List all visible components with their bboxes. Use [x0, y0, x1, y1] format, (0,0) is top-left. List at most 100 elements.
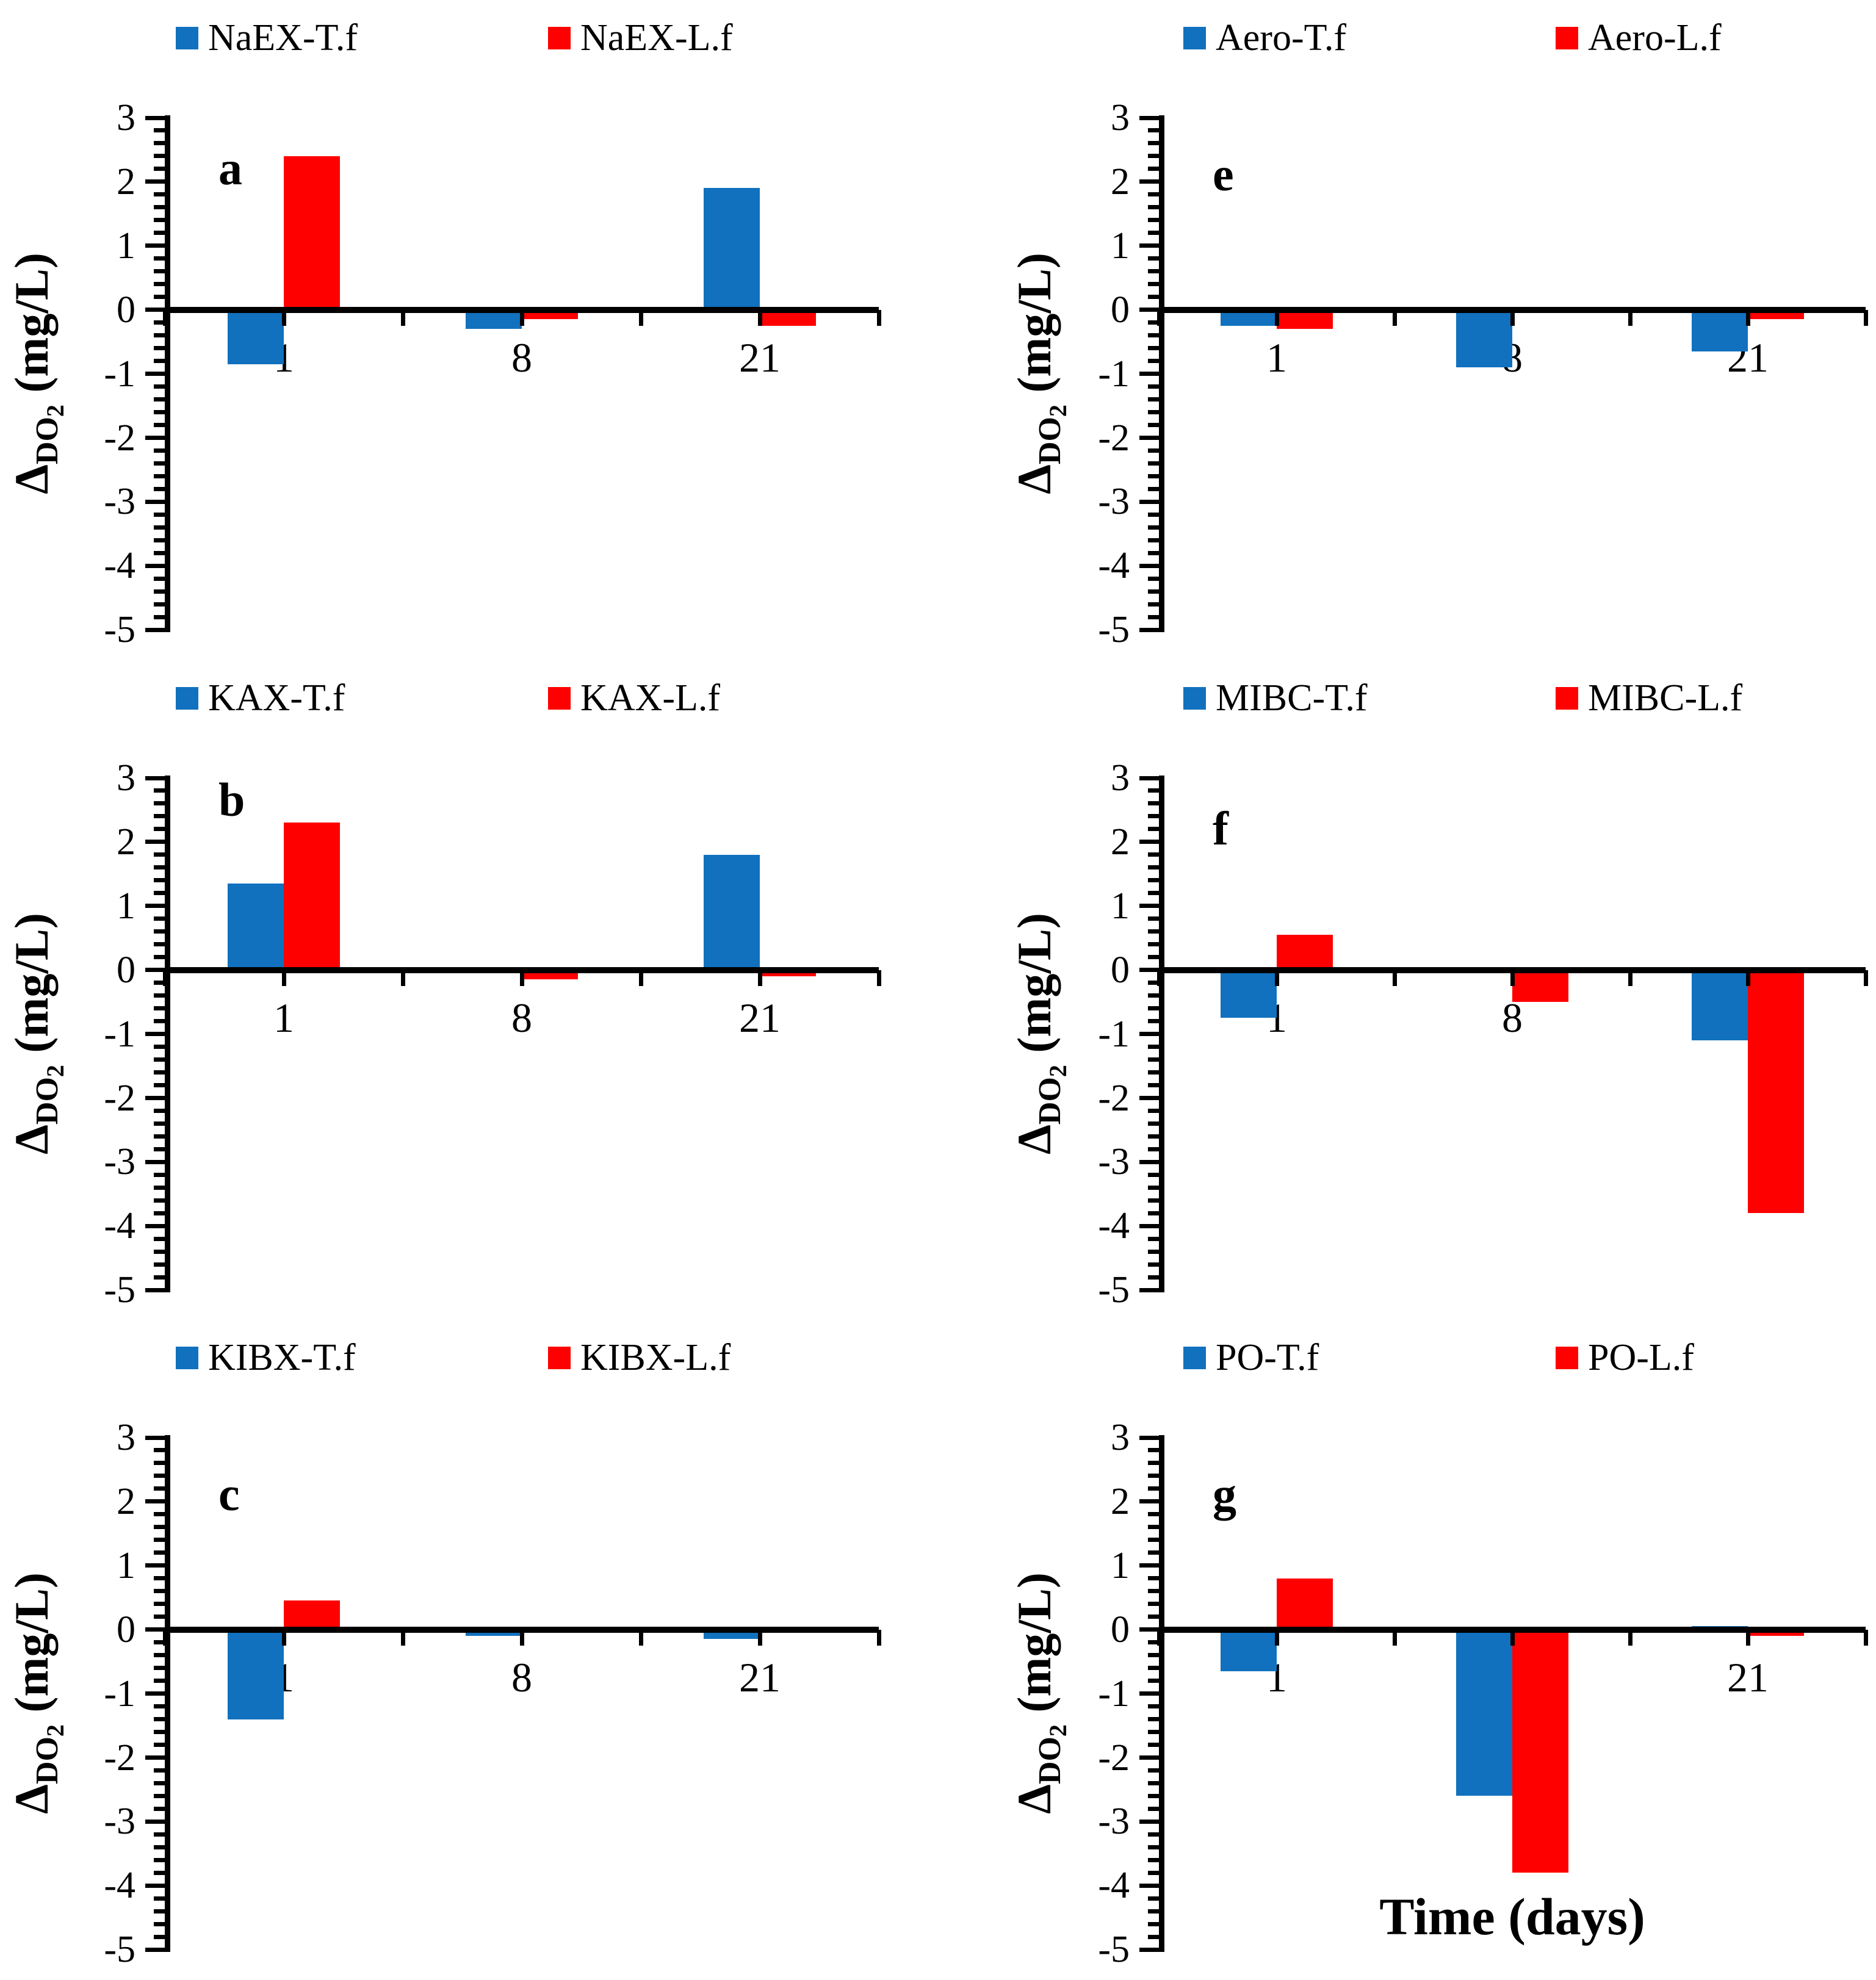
y-major-tick — [1139, 1691, 1159, 1696]
y-tick-label: -4 — [1098, 1205, 1130, 1247]
y-major-tick — [145, 308, 165, 312]
y-title-subscript-2: 2 — [41, 1065, 69, 1078]
y-tick-label: -2 — [104, 417, 135, 459]
y-title-units: (mg/L) — [5, 1572, 58, 1725]
y-minor-tick — [154, 827, 165, 832]
y-tick-label: -1 — [1098, 353, 1130, 395]
y-minor-tick — [1148, 1057, 1159, 1062]
y-major-tick — [145, 627, 165, 632]
y-title-units: (mg/L) — [5, 252, 58, 405]
y-tick-label: -3 — [1098, 1801, 1130, 1843]
bar-lf-day8 — [1512, 970, 1568, 1003]
bar-lf-day21 — [1748, 970, 1804, 1214]
bar-lf-day1 — [284, 156, 340, 310]
y-major-tick — [145, 1159, 165, 1164]
panel-letter-e: e — [1213, 148, 1234, 201]
y-minor-tick — [154, 1006, 165, 1011]
x-tick — [1392, 970, 1397, 986]
y-minor-tick — [154, 1934, 165, 1939]
bar-tf-day1 — [228, 309, 284, 364]
y-minor-tick — [1148, 1730, 1159, 1735]
category-label: 21 — [1727, 1654, 1769, 1701]
y-major-tick — [145, 1499, 165, 1504]
y-tick-label: 3 — [1111, 1417, 1130, 1458]
x-tick — [757, 1629, 762, 1646]
y-minor-tick — [1148, 589, 1159, 594]
y-minor-tick — [1148, 865, 1159, 870]
y-major-tick — [1139, 1159, 1159, 1164]
y-major-tick — [1139, 776, 1159, 780]
y-minor-tick — [1148, 512, 1159, 517]
bar-lf-day21 — [1748, 1629, 1804, 1636]
y-minor-tick — [154, 1211, 165, 1215]
y-minor-tick — [1148, 1185, 1159, 1190]
y-minor-tick — [1148, 955, 1159, 960]
y-tick-label: -2 — [1098, 1737, 1130, 1779]
y-minor-tick — [1148, 1576, 1159, 1581]
legend-label: KAX-T.f — [208, 677, 345, 719]
y-minor-tick — [1148, 550, 1159, 555]
y-minor-tick — [1148, 359, 1159, 364]
legend-item-lf: PO-L.f — [1556, 1336, 1694, 1380]
category-label: 8 — [511, 1654, 532, 1701]
bar-tf-day21 — [704, 854, 760, 970]
legend-swatch-icon — [548, 1346, 571, 1369]
x-tick — [757, 970, 762, 986]
y-minor-tick — [154, 1461, 165, 1466]
bar-lf-day1 — [284, 1600, 340, 1630]
y-minor-tick — [154, 473, 165, 478]
legend-swatch-icon — [1556, 26, 1578, 49]
bar-tf-day1 — [228, 884, 284, 970]
x-tick — [1745, 970, 1750, 986]
y-minor-tick — [154, 1832, 165, 1837]
y-tick-label: 3 — [1111, 97, 1130, 139]
y-tick-label: 3 — [117, 1417, 135, 1458]
y-tick-label: -2 — [1098, 417, 1130, 459]
y-minor-tick — [154, 788, 165, 793]
y-minor-tick — [1148, 410, 1159, 415]
y-minor-tick — [1148, 1249, 1159, 1254]
y-minor-tick — [1148, 1550, 1159, 1555]
legend-label: KIBX-T.f — [208, 1337, 356, 1378]
y-minor-tick — [1148, 154, 1159, 159]
y-minor-tick — [154, 1768, 165, 1773]
y-minor-tick — [1148, 1006, 1159, 1011]
legend-item-lf: NaEX-L.f — [548, 16, 733, 60]
y-minor-tick — [154, 538, 165, 542]
y-minor-tick — [1148, 1083, 1159, 1088]
y-title-units: (mg/L) — [1008, 1572, 1061, 1725]
y-minor-tick — [154, 1896, 165, 1901]
y-axis-title: ΔDO2 (mg/L) — [1008, 1572, 1072, 1814]
y-major-tick — [145, 1819, 165, 1824]
y-minor-tick — [1148, 1538, 1159, 1543]
y-title-subscript-2: 2 — [1044, 1724, 1072, 1737]
x-tick — [519, 970, 524, 986]
panel-a: NaEX-T.f NaEX-L.f 3 2 1 0 -1 -2 -3 -4 -5 1 8 21 a ΔDO2 … — [0, 0, 938, 660]
y-minor-tick — [154, 602, 165, 607]
y-axis-line — [1159, 1435, 1164, 1953]
y-minor-tick — [154, 1857, 165, 1862]
y-major-tick — [145, 1755, 165, 1760]
y-major-tick — [1139, 1947, 1159, 1952]
category-label: 1 — [1266, 334, 1287, 381]
legend-swatch-icon — [1183, 686, 1206, 710]
y-minor-tick — [1148, 602, 1159, 607]
y-minor-tick — [1148, 576, 1159, 581]
x-tick — [281, 970, 286, 986]
y-minor-tick — [1148, 1717, 1159, 1722]
bar-lf-day8 — [1512, 1629, 1568, 1873]
y-minor-tick — [1148, 1275, 1159, 1280]
y-major-tick — [145, 1096, 165, 1100]
y-minor-tick — [1148, 1845, 1159, 1849]
y-axis-line — [1159, 776, 1164, 1293]
y-minor-tick — [1148, 1121, 1159, 1126]
y-minor-tick — [154, 1909, 165, 1913]
category-label: 1 — [273, 995, 294, 1041]
y-tick-label: -5 — [1098, 609, 1130, 651]
y-minor-tick — [1148, 788, 1159, 793]
x-tick — [1745, 1629, 1750, 1646]
x-tick — [162, 309, 167, 326]
y-minor-tick — [1148, 167, 1159, 171]
